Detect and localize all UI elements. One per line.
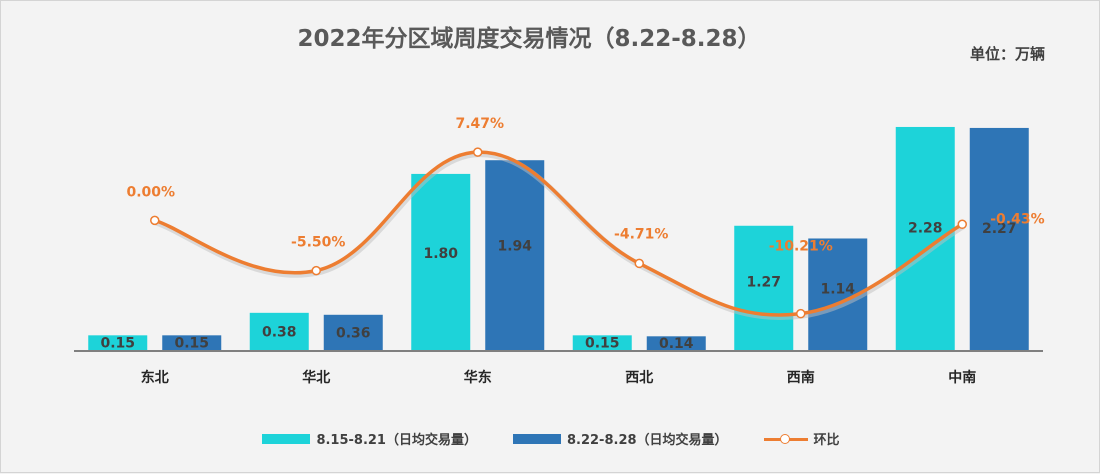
bar-series2-1: [323, 314, 383, 350]
legend-item-line[interactable]: 环比: [763, 429, 840, 448]
x-tick-label-5: 中南: [948, 369, 976, 386]
bar-series1-3: [572, 335, 632, 350]
bar-label-series1-2: 1.80: [423, 246, 458, 262]
legend-item-series1[interactable]: 8.15-8.21（日均交易量）: [262, 429, 477, 448]
bar-series2-2: [485, 160, 545, 350]
bar-series2-3: [646, 336, 706, 350]
line-marker-4: [796, 308, 806, 319]
bar-label-series2-5: 2.27: [982, 221, 1017, 237]
x-tick-label-0: 东北: [141, 369, 169, 386]
bar-label-series1-3: 0.15: [585, 336, 620, 352]
unit-label: 单位：万辆: [969, 45, 1045, 63]
bar-series2-5: [969, 127, 1029, 350]
legend-swatch-series2: [512, 433, 561, 444]
x-tick-label-4: 西南: [787, 369, 815, 386]
bar-label-series2-0: 0.15: [174, 336, 209, 352]
line-label-5: -0.43%: [990, 211, 1044, 227]
bar-label-series2-2: 1.94: [497, 239, 532, 255]
legend-swatch-line: [763, 433, 808, 445]
bar-label-series1-1: 0.38: [262, 324, 297, 340]
bar-series1-1: [249, 312, 309, 350]
line-marker-1: [311, 265, 321, 276]
bar-label-series2-3: 0.14: [659, 336, 694, 352]
line-label-2: 7.47%: [455, 116, 504, 132]
line-marker-0: [150, 215, 160, 226]
line-label-0: 0.00%: [126, 184, 175, 200]
bar-label-series1-4: 1.27: [746, 275, 781, 291]
line-marker-5: [957, 219, 967, 230]
bar-label-series1-5: 2.28: [908, 220, 943, 236]
x-tick-label-2: 华东: [464, 369, 492, 386]
x-tick-label-1: 华北: [302, 369, 330, 386]
bar-label-series1-0: 0.15: [100, 336, 135, 352]
bar-label-series2-4: 1.14: [820, 282, 855, 298]
line-label-3: -4.71%: [614, 226, 668, 242]
bar-series2-0: [162, 335, 222, 350]
legend-label-series1: 8.15-8.21（日均交易量）: [316, 433, 477, 448]
bar-series1-4: [734, 225, 794, 350]
line-marker-2: [473, 147, 483, 157]
line-label-4: -10.21%: [769, 239, 833, 255]
line-series-path: [154, 150, 964, 317]
legend-item-series2[interactable]: 8.22-8.28（日均交易量）: [512, 429, 728, 448]
legend-swatch-series1: [262, 433, 311, 444]
bar-label-series2-1: 0.36: [336, 325, 371, 341]
line-marker-3: [634, 258, 644, 269]
bar-series1-0: [88, 335, 148, 350]
line-label-1: -5.50%: [291, 235, 345, 251]
legend-label-series2: 8.22-8.28（日均交易量）: [566, 433, 728, 448]
chart-legend: 8.15-8.21（日均交易量） 8.22-8.28（日均交易量） 环比: [1, 429, 1100, 448]
bar-series1-2: [411, 173, 471, 350]
chart-title: 2022年分区域周度交易情况（8.22-8.28）: [297, 26, 761, 52]
x-tick-label-3: 西北: [625, 370, 653, 386]
legend-label-line: 环比: [813, 433, 840, 448]
